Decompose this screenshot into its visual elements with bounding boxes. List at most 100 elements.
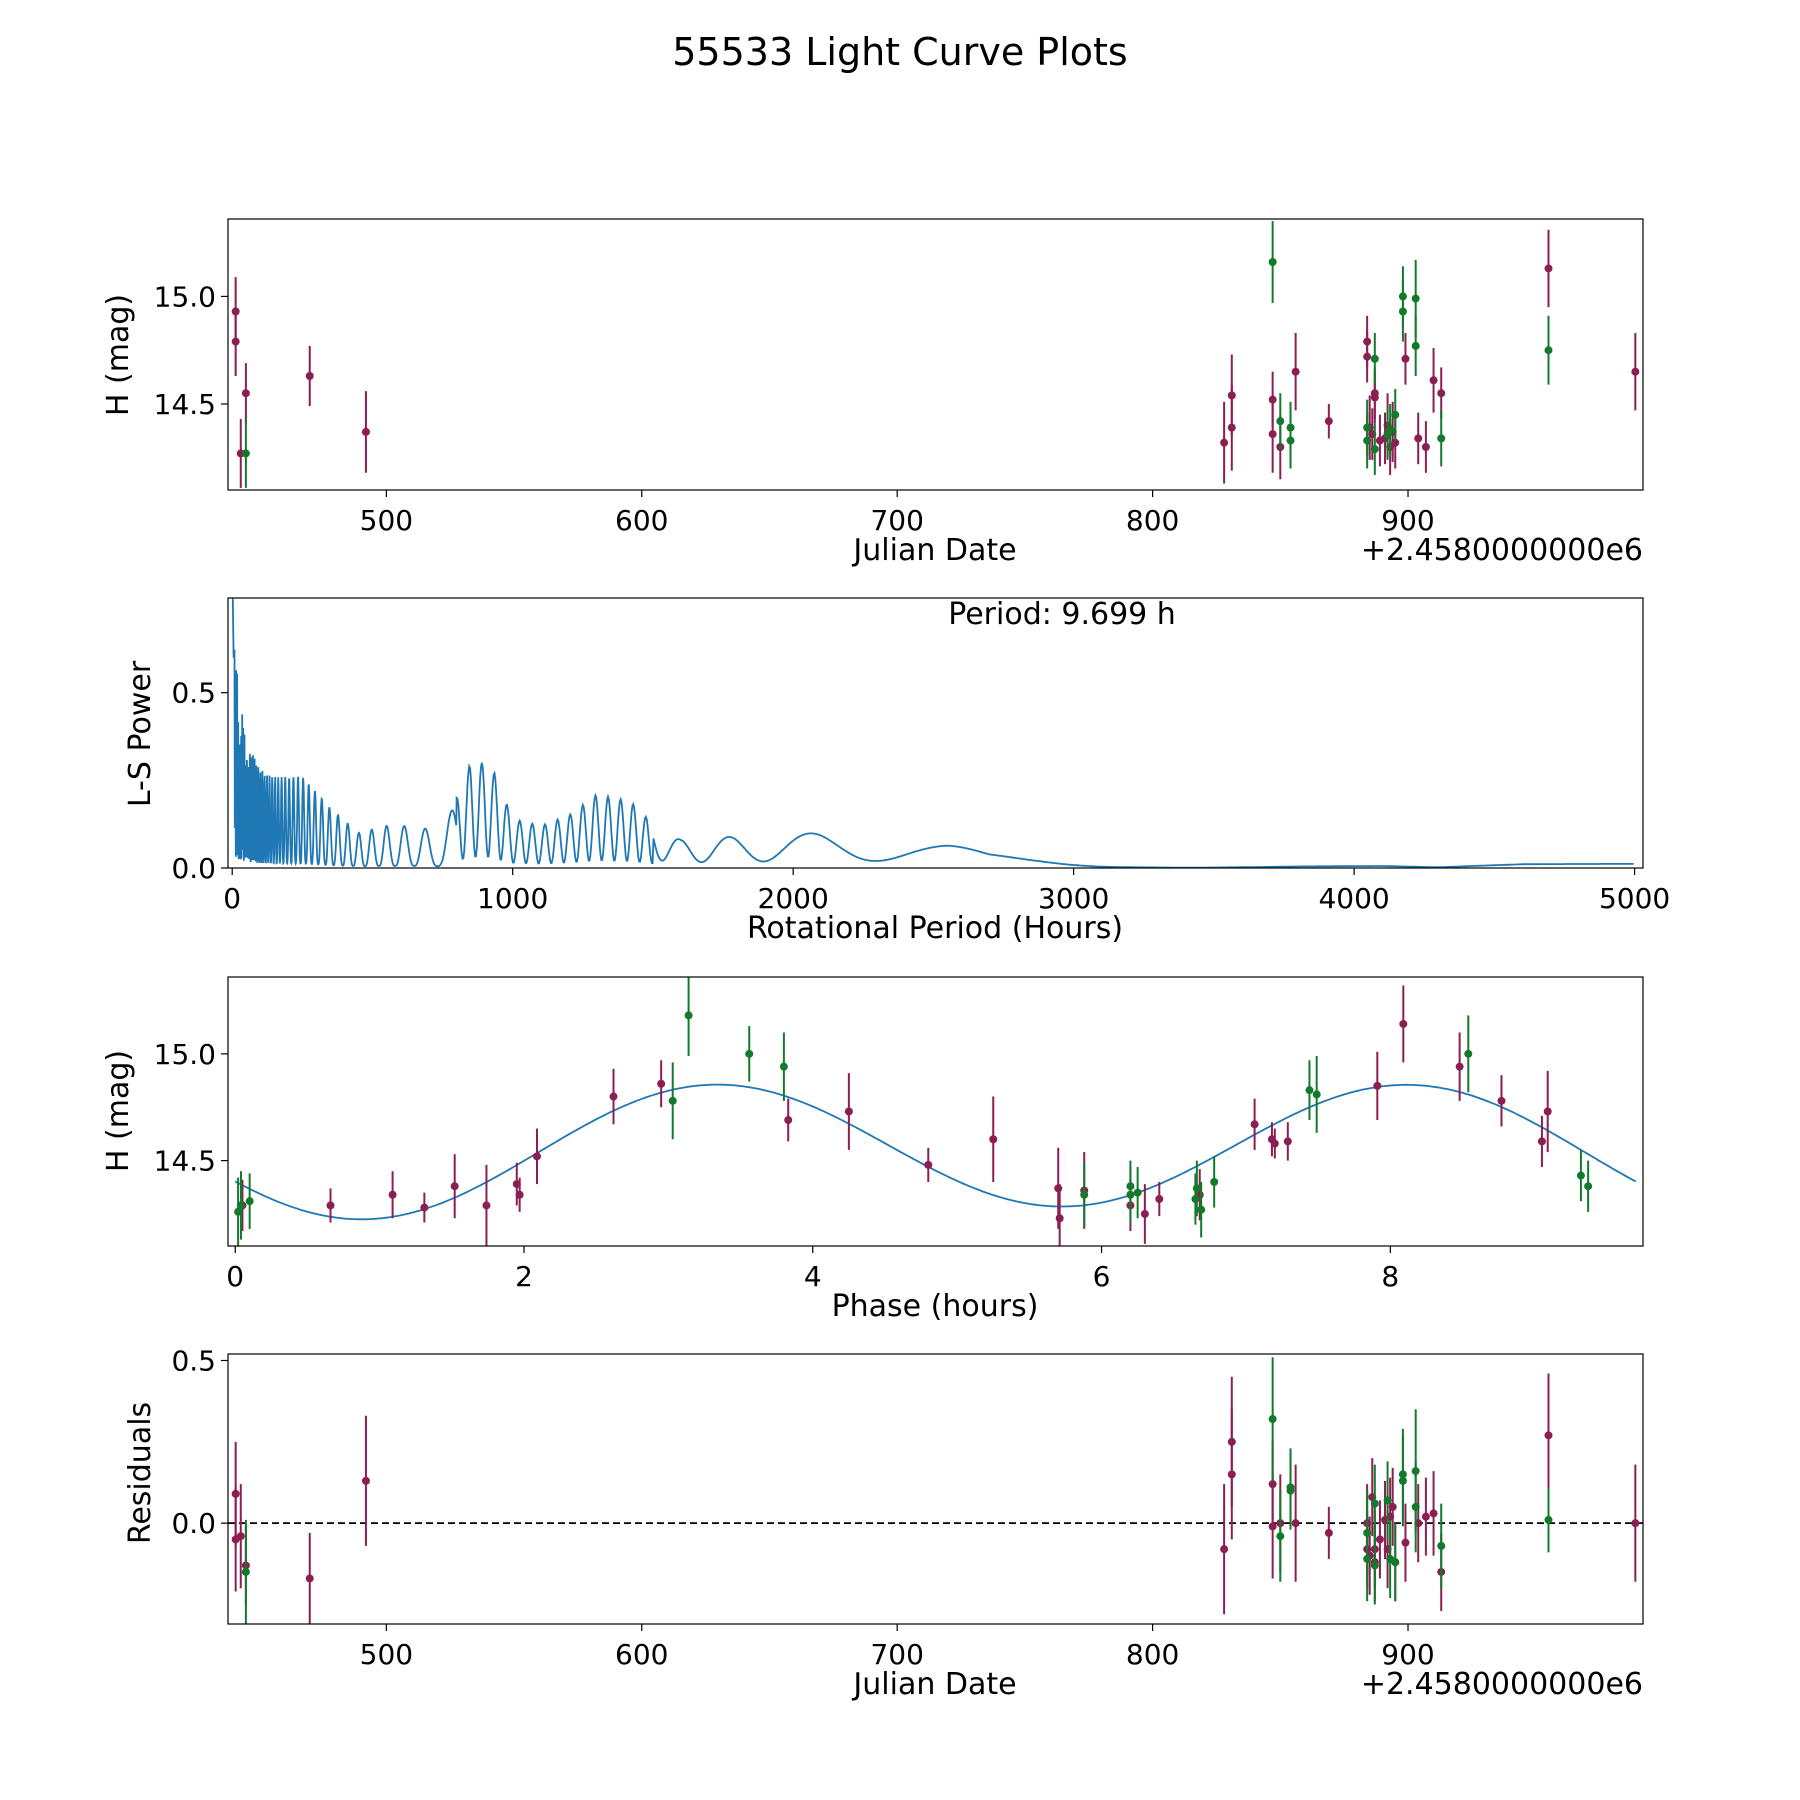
data-point-maroon (515, 1190, 524, 1199)
data-point-green (1370, 445, 1379, 454)
data-point-maroon (1140, 1209, 1149, 1218)
panel-periodogram: 0.0 0.5 0 1000 2000 3000 4000 5000 Rotat… (123, 597, 1670, 946)
data-point-maroon (1283, 1137, 1292, 1146)
xtick-label: 6 (1093, 1260, 1111, 1293)
ytick-label: 0.0 (171, 852, 216, 885)
data-point-maroon (1375, 1535, 1384, 1544)
ytick-label: 0.0 (171, 1507, 216, 1540)
data-point-maroon (305, 1574, 314, 1583)
x-offset-text: +2.4580000000e6 (1361, 533, 1643, 568)
data-point-green (1363, 1554, 1372, 1563)
x-axis-label: Phase (hours) (832, 1289, 1039, 1324)
data-point-maroon (1421, 442, 1430, 451)
data-point-maroon (231, 337, 240, 346)
xtick-label: 600 (615, 1638, 668, 1671)
xtick-label: 2000 (758, 882, 829, 915)
data-point-maroon (1227, 391, 1236, 400)
data-point-green (1411, 294, 1420, 303)
data-point-maroon (1429, 376, 1438, 385)
panel-phased: 14.5 15.0 0 2 4 6 8 Phase (hours) H (mag… (101, 976, 1644, 1324)
xtick-label: 500 (360, 1638, 413, 1671)
data-point-green (241, 1567, 250, 1576)
data-point-green (1391, 1558, 1400, 1567)
data-point-green (1398, 1476, 1407, 1485)
data-point-maroon (1543, 1107, 1552, 1116)
data-point-maroon (784, 1116, 793, 1125)
data-point-maroon (1537, 1137, 1546, 1146)
data-point-maroon (361, 1476, 370, 1485)
data-point-maroon (989, 1135, 998, 1144)
data-point-maroon (1373, 1081, 1382, 1090)
data-point-maroon (241, 389, 250, 398)
data-point-green (1268, 1415, 1277, 1424)
data-point-green (1276, 417, 1285, 426)
data-point-green (1192, 1184, 1201, 1193)
data-point-maroon (1429, 1509, 1438, 1518)
data-point-green (1370, 354, 1379, 363)
data-point-green (1133, 1188, 1142, 1197)
model-fit-curve (234, 1083, 1637, 1221)
data-point-green (1370, 1499, 1379, 1508)
data-point-green (1576, 1171, 1585, 1180)
data-point-maroon (326, 1201, 335, 1210)
data-point-maroon (1220, 1545, 1229, 1554)
data-point-maroon (420, 1203, 429, 1212)
panel-residuals: 0.0 0.5 500 600 700 800 900 Julian Date … (123, 1345, 1644, 1702)
data-point-green (668, 1096, 677, 1105)
figure-title: 55533 Light Curve Plots (672, 30, 1127, 74)
xtick-label: 4 (804, 1260, 822, 1293)
data-point-green (684, 1011, 693, 1020)
data-point-maroon (844, 1107, 853, 1116)
ytick-label: 14.5 (154, 1145, 216, 1178)
xtick-label: 8 (1381, 1260, 1399, 1293)
data-point-maroon (1220, 438, 1229, 447)
data-point-maroon (1227, 1470, 1236, 1479)
data-point-maroon (1631, 1519, 1640, 1528)
data-point-maroon (236, 1532, 245, 1541)
data-point-green (1080, 1190, 1089, 1199)
xtick-label: 500 (360, 504, 413, 537)
xtick-label: 900 (1381, 1638, 1434, 1671)
data-point-maroon (1370, 389, 1379, 398)
data-point-maroon (609, 1092, 618, 1101)
data-point-green (1584, 1182, 1593, 1191)
data-point-green (1464, 1049, 1473, 1058)
xtick-label: 0 (223, 882, 241, 915)
data-point-green (1437, 434, 1446, 443)
ytick-label: 0.5 (171, 677, 216, 710)
data-point-green (1210, 1177, 1219, 1186)
y-axis-label: H (mag) (101, 294, 136, 416)
y-axis-label: L-S Power (123, 660, 158, 807)
panel-lightcurve: 14.5 15.0 500 600 700 800 900 Julian Dat… (101, 218, 1644, 568)
data-point-maroon (1291, 1519, 1300, 1528)
data-point-maroon (1055, 1214, 1064, 1223)
xtick-label: 800 (1126, 504, 1179, 537)
xtick-label: 600 (615, 504, 668, 537)
data-point-green (1544, 1515, 1553, 1524)
data-point-maroon (1421, 1512, 1430, 1521)
data-point-green (1411, 1502, 1420, 1511)
x-axis-label: Julian Date (851, 1667, 1016, 1702)
data-point-maroon (305, 372, 314, 381)
x-offset-text: +2.4580000000e6 (1361, 1667, 1643, 1702)
data-point-maroon (1437, 389, 1446, 398)
data-point-green (1312, 1090, 1321, 1099)
data-point-green (1268, 258, 1277, 267)
xtick-label: 700 (870, 1638, 923, 1671)
plot-area (228, 1357, 1643, 1624)
data-point-green (241, 449, 250, 458)
data-point-maroon (1270, 1139, 1279, 1148)
data-point-green (1191, 1195, 1200, 1204)
data-point-maroon (1401, 354, 1410, 363)
data-point-maroon (388, 1190, 397, 1199)
data-point-green (1370, 1561, 1379, 1570)
xtick-label: 5000 (1599, 882, 1670, 915)
data-point-maroon (1268, 1522, 1277, 1531)
data-point-maroon (1250, 1120, 1259, 1129)
y-axis-label: H (mag) (101, 1050, 136, 1172)
data-point-maroon (1401, 1538, 1410, 1547)
data-point-green (1391, 410, 1400, 419)
data-point-maroon (924, 1160, 933, 1169)
x-axis-label: Rotational Period (Hours) (747, 911, 1123, 946)
